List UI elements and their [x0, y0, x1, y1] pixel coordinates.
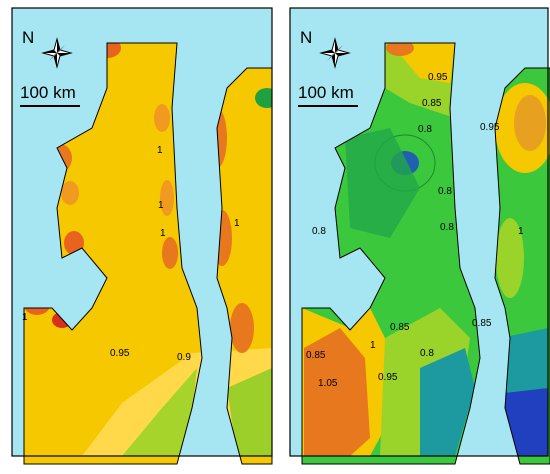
contour-label: 1	[370, 340, 376, 351]
contour-label: 1	[157, 145, 163, 156]
contour-label: 0.85	[390, 322, 410, 333]
north-label: N	[300, 28, 312, 47]
contour-label: 1	[158, 200, 164, 211]
contour-label: 0.8	[312, 226, 326, 237]
contour-label: 0.95	[110, 348, 130, 359]
contour-label: 1	[22, 312, 28, 323]
contour-label: 0.85	[422, 98, 442, 109]
contour-label: 0.9	[177, 352, 191, 363]
left-map: N 100 km 1 1 1 1 1 0.95 0.9	[11, 7, 273, 465]
contour-label: 0.8	[438, 186, 452, 197]
contour-label: 0.8	[418, 124, 432, 135]
north-label: N	[22, 28, 34, 47]
contour-label: 0.85	[472, 318, 492, 329]
scale-label: 100 km	[20, 83, 76, 102]
contour-label: 1.05	[318, 378, 338, 389]
contour-label: 0.85	[306, 350, 326, 361]
contour-label: 1	[234, 218, 240, 229]
right-map: N 100 km 0.95 0.85 0.8 0.95 0.8 0.8 0.8 …	[289, 7, 550, 465]
contour-label: 0.95	[428, 72, 448, 83]
contour-label: 0.8	[420, 348, 434, 359]
contour-label: 0.8	[440, 222, 454, 233]
contour-label: 0.95	[480, 122, 500, 133]
scale-label: 100 km	[298, 83, 354, 102]
contour-label: 1	[518, 226, 524, 237]
contour-label: 1	[160, 228, 166, 239]
contour-label: 0.95	[378, 372, 398, 383]
